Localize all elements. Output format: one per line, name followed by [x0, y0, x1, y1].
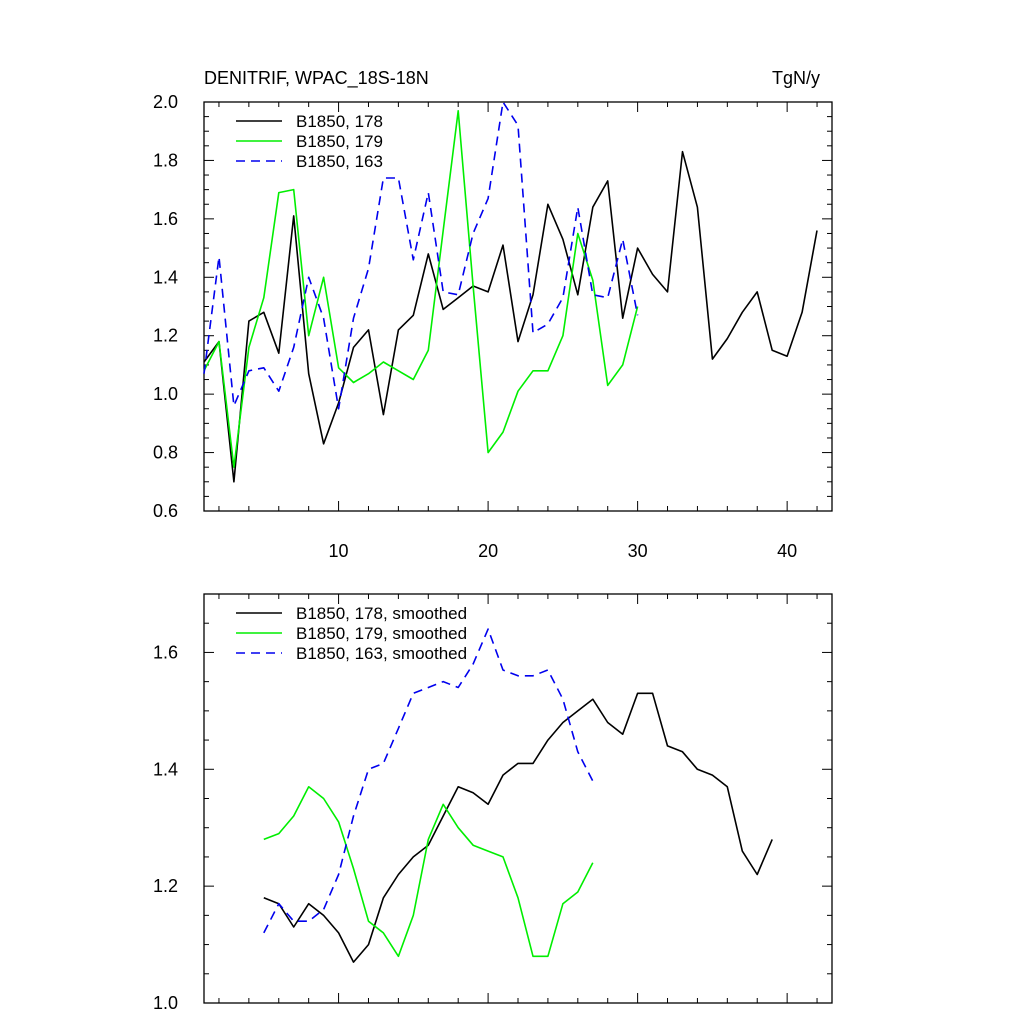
panel2-series-line-3 [263, 628, 594, 934]
panel1-series-line-2 [203, 110, 639, 469]
panel1-x-tick-label: 30 [628, 541, 648, 561]
panel1-legend-label-3: B1850, 163 [296, 152, 383, 171]
panel1-y-tick-label: 1.2 [153, 326, 178, 346]
panel1-y-tick-label: 1.8 [153, 150, 178, 170]
panel1-y-tick-label: 1.6 [153, 209, 178, 229]
panel2-y-tick-label: 1.4 [153, 759, 178, 779]
panel2-y-tick-label: 1.2 [153, 876, 178, 896]
panel1-y-tick-label: 2.0 [153, 92, 178, 112]
panel1-chart-title: DENITRIF, WPAC_18S-18N [204, 68, 429, 89]
panel2-y-tick-label: 1.0 [153, 993, 178, 1013]
panel2-series-line-1 [263, 692, 773, 963]
panel1-legend-label-1: B1850, 178 [296, 112, 383, 131]
panel2-series-line-2 [263, 785, 594, 958]
panel2-y-tick-label: 1.6 [153, 642, 178, 662]
panel1-y-tick-label: 1.0 [153, 384, 178, 404]
panel1-x-tick-label: 20 [478, 541, 498, 561]
panel2-legend-label-3: B1850, 163, smoothed [296, 644, 467, 663]
panel1-x-tick-label: 10 [329, 541, 349, 561]
panel1-y-tick-label: 0.6 [153, 501, 178, 521]
panel2-legend-label-1: B1850, 178, smoothed [296, 604, 467, 623]
panel2-legend-label-2: B1850, 179, smoothed [296, 624, 467, 643]
panel1-series-line-1 [203, 150, 818, 483]
panel1-units-label: TgN/y [772, 68, 820, 88]
panel1-y-tick-label: 0.8 [153, 443, 178, 463]
panel1-y-tick-label: 1.4 [153, 267, 178, 287]
panel1-legend-label-2: B1850, 179 [296, 132, 383, 151]
panel1-x-tick-label: 40 [777, 541, 797, 561]
